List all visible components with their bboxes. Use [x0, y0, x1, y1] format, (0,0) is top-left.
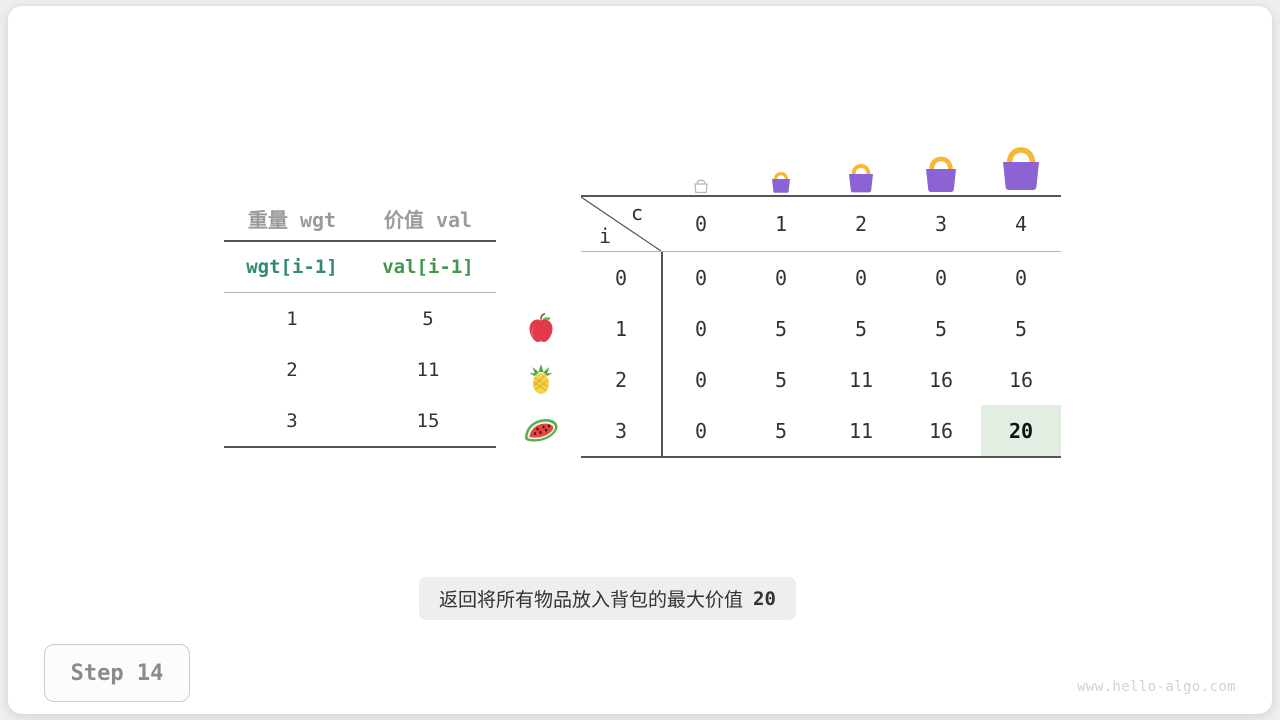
item-value-1: 5 — [422, 307, 434, 330]
axis-label-c: c — [630, 201, 643, 225]
items-header-weight: 重量 wgt — [247, 207, 337, 232]
dp-cell-1-3: 5 — [934, 316, 948, 341]
watermelon-icon — [516, 404, 566, 455]
table-row: 3 15 — [224, 395, 496, 446]
dp-row-header-3: 3 — [614, 418, 628, 443]
items-table-header: 重量 wgt 价值 val — [224, 196, 496, 240]
items-table: 重量 wgt 价值 val wgt[i-1] val[i-1] 1 5 2 11… — [224, 196, 496, 448]
dp-cell-2-0: 0 — [694, 367, 708, 392]
dp-cell-3-1: 5 — [774, 418, 788, 443]
item-value-3: 15 — [416, 409, 440, 432]
dp-cell-0-2: 0 — [854, 265, 868, 290]
axis-label-i: i — [599, 224, 612, 248]
item-value-2: 11 — [416, 358, 440, 381]
dp-cell-3-4-highlighted: 20 — [981, 405, 1061, 456]
dp-row-header-1: 1 — [614, 316, 628, 341]
step-badge: Step 14 — [44, 644, 190, 702]
table-row: 3 0 5 11 16 20 — [581, 405, 1061, 456]
items-header-value: 价值 val — [383, 207, 473, 232]
dp-cell-0-3: 0 — [934, 265, 948, 290]
table-row: 1 5 — [224, 293, 496, 344]
bag-cell-empty — [581, 134, 661, 195]
items-table-rule-bottom — [224, 446, 496, 448]
diagonal-divider-icon — [581, 197, 661, 251]
bag-icon-capacity-0 — [661, 134, 741, 195]
dp-cell-1-4: 5 — [1014, 316, 1028, 341]
table-row: 1 0 5 5 5 5 — [581, 303, 1061, 354]
bag-icon-capacity-3 — [901, 134, 981, 195]
dp-cell-1-2: 5 — [854, 316, 868, 341]
apple-icon — [516, 302, 566, 353]
item-weight-3: 3 — [286, 409, 298, 432]
dp-table-header-row: i c 0 1 2 3 4 — [581, 197, 1061, 251]
dp-cell-1-1: 5 — [774, 316, 788, 341]
dp-cell-0-1: 0 — [774, 265, 788, 290]
dp-row-header-0: 0 — [614, 265, 628, 290]
watermark: www.hello-algo.com — [1077, 679, 1236, 695]
dp-col-header-0: 0 — [694, 212, 708, 236]
table-row: 0 0 0 0 0 0 — [581, 252, 1061, 303]
dp-row-header-2: 2 — [614, 367, 628, 392]
dp-cell-2-1: 5 — [774, 367, 788, 392]
item-icons-column — [516, 302, 566, 455]
result-caption: 返回将所有物品放入背包的最大价值 20 — [419, 577, 796, 620]
axis-corner-cell: i c — [581, 197, 661, 251]
item-weight-1: 1 — [286, 307, 298, 330]
pineapple-icon — [516, 353, 566, 404]
dp-col-header-1: 1 — [774, 212, 788, 236]
dp-cell-3-0: 0 — [694, 418, 708, 443]
items-table-subheader: wgt[i-1] val[i-1] — [224, 242, 496, 292]
item-weight-2: 2 — [286, 358, 298, 381]
bag-icon-capacity-4 — [981, 134, 1061, 195]
dp-cell-2-3: 16 — [928, 367, 954, 392]
dp-cell-2-2: 11 — [848, 367, 874, 392]
step-badge-label: Step 14 — [70, 660, 164, 686]
dp-cell-0-4: 0 — [1014, 265, 1028, 290]
result-caption-value: 20 — [753, 587, 776, 610]
dp-cell-3-2: 11 — [848, 418, 874, 443]
dp-col-header-4: 4 — [1014, 212, 1028, 236]
table-row: 2 0 5 11 16 16 — [581, 354, 1061, 405]
bag-icon-capacity-2 — [821, 134, 901, 195]
content-card: 重量 wgt 价值 val wgt[i-1] val[i-1] 1 5 2 11… — [8, 6, 1272, 714]
dp-table-rule-header — [581, 251, 1061, 252]
dp-cell-2-4: 16 — [1008, 367, 1034, 392]
items-subheader-wgt: wgt[i-1] — [246, 256, 338, 278]
table-row: 2 11 — [224, 344, 496, 395]
bag-icons-row — [581, 134, 1061, 195]
dp-col-header-2: 2 — [854, 212, 868, 236]
dp-cell-1-0: 0 — [694, 316, 708, 341]
dp-col-header-3: 3 — [934, 212, 948, 236]
dp-cell-0-0: 0 — [694, 265, 708, 290]
items-table-rule-mid — [224, 292, 496, 293]
dp-table-body: 0 0 0 0 0 0 1 0 5 5 5 5 2 0 — [581, 252, 1061, 456]
items-table-rule-top — [224, 240, 496, 242]
bag-icon-capacity-1 — [741, 134, 821, 195]
dp-vertical-divider — [661, 252, 663, 456]
dp-table-rule-top — [581, 195, 1061, 197]
dp-table: i c 0 1 2 3 4 0 0 0 0 0 0 — [581, 134, 1061, 458]
result-caption-text: 返回将所有物品放入背包的最大价值 — [439, 589, 744, 611]
dp-table-rule-bottom — [581, 456, 1061, 458]
items-subheader-val: val[i-1] — [382, 256, 474, 278]
dp-cell-3-3: 16 — [928, 418, 954, 443]
